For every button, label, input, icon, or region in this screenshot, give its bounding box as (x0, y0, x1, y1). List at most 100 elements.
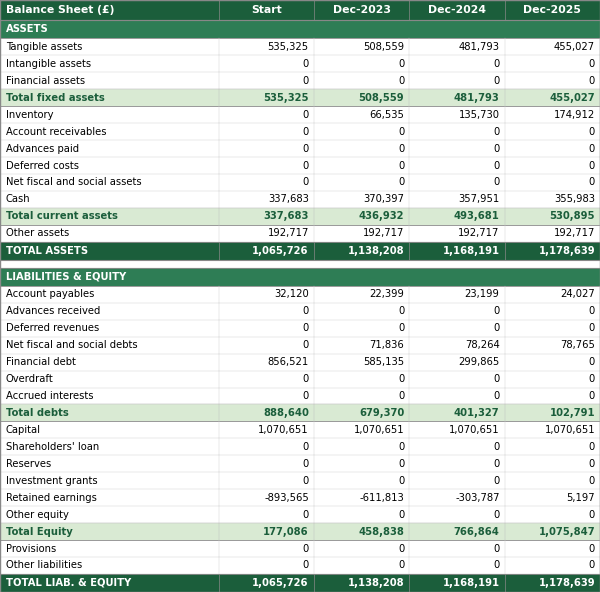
Bar (505, 38, 600, 56)
Text: 192,717: 192,717 (458, 229, 500, 239)
Bar (409, 371, 505, 388)
Text: 102,791: 102,791 (550, 408, 595, 418)
Text: 0: 0 (493, 510, 500, 520)
Bar (0, 557, 219, 574)
Text: 357,951: 357,951 (458, 194, 500, 204)
Bar (314, 404, 409, 422)
Text: Start: Start (251, 5, 282, 15)
Text: 0: 0 (589, 476, 595, 485)
Bar (314, 123, 409, 140)
Text: 0: 0 (302, 76, 309, 86)
Bar (219, 523, 314, 540)
Text: 0: 0 (493, 178, 500, 188)
Text: 192,717: 192,717 (554, 229, 595, 239)
Text: 493,681: 493,681 (454, 211, 500, 221)
Bar (505, 472, 600, 489)
Bar (0, 89, 219, 106)
Bar (505, 208, 600, 225)
Bar (409, 89, 505, 106)
Text: 455,027: 455,027 (554, 42, 595, 52)
Text: 0: 0 (398, 59, 404, 69)
Bar (0, 56, 219, 72)
Text: 508,559: 508,559 (359, 93, 404, 103)
Bar (0, 337, 219, 353)
Bar (505, 371, 600, 388)
Text: 1,070,651: 1,070,651 (544, 425, 595, 435)
Bar (409, 157, 505, 174)
Text: Inventory: Inventory (6, 110, 53, 120)
Bar (314, 388, 409, 404)
Bar (219, 337, 314, 353)
Bar (0, 260, 600, 268)
Text: 0: 0 (302, 476, 309, 485)
Text: Dec-2024: Dec-2024 (428, 5, 486, 15)
Bar (219, 371, 314, 388)
Text: 0: 0 (302, 178, 309, 188)
Text: 192,717: 192,717 (268, 229, 309, 239)
Bar (219, 353, 314, 371)
Bar (314, 523, 409, 540)
Bar (314, 303, 409, 320)
Bar (0, 242, 219, 260)
Text: 0: 0 (493, 59, 500, 69)
Text: 0: 0 (589, 178, 595, 188)
Text: Investment grants: Investment grants (6, 476, 98, 485)
Text: 0: 0 (493, 323, 500, 333)
Text: 0: 0 (398, 127, 404, 137)
Text: 0: 0 (589, 76, 595, 86)
Bar (0, 574, 219, 592)
Bar (409, 242, 505, 260)
Text: 1,070,651: 1,070,651 (353, 425, 404, 435)
Text: 0: 0 (589, 391, 595, 401)
Bar (0, 455, 219, 472)
Bar (314, 286, 409, 303)
Bar (0, 353, 219, 371)
Bar (219, 388, 314, 404)
Text: 0: 0 (398, 306, 404, 316)
Text: 299,865: 299,865 (458, 357, 500, 367)
Bar (505, 523, 600, 540)
Text: Dec-2023: Dec-2023 (332, 5, 391, 15)
Text: Reserves: Reserves (6, 459, 51, 469)
Bar (505, 89, 600, 106)
Bar (219, 557, 314, 574)
Text: 0: 0 (398, 76, 404, 86)
Bar (0, 123, 219, 140)
Bar (409, 337, 505, 353)
Bar (219, 320, 314, 337)
Text: 1,168,191: 1,168,191 (442, 246, 500, 256)
Text: 856,521: 856,521 (268, 357, 309, 367)
Bar (0, 225, 219, 242)
Text: 0: 0 (398, 144, 404, 153)
Text: 177,086: 177,086 (263, 526, 309, 536)
Bar (409, 303, 505, 320)
Text: 0: 0 (589, 144, 595, 153)
Text: 0: 0 (493, 476, 500, 485)
Bar (314, 422, 409, 438)
Text: 0: 0 (302, 391, 309, 401)
Bar (0, 0, 219, 20)
Text: 0: 0 (493, 144, 500, 153)
Text: 5,197: 5,197 (566, 493, 595, 503)
Bar (219, 540, 314, 557)
Bar (505, 557, 600, 574)
Bar (505, 455, 600, 472)
Text: 66,535: 66,535 (370, 110, 404, 120)
Text: 1,070,651: 1,070,651 (449, 425, 500, 435)
Text: Shareholders' loan: Shareholders' loan (6, 442, 99, 452)
Text: 0: 0 (493, 391, 500, 401)
Text: 508,559: 508,559 (363, 42, 404, 52)
Bar (314, 337, 409, 353)
Bar (0, 106, 219, 123)
Bar (505, 72, 600, 89)
Bar (409, 72, 505, 89)
Text: 337,683: 337,683 (268, 194, 309, 204)
Text: 0: 0 (398, 543, 404, 554)
Bar (219, 455, 314, 472)
Bar (314, 72, 409, 89)
Text: 0: 0 (493, 306, 500, 316)
Bar (409, 106, 505, 123)
Text: 530,895: 530,895 (550, 211, 595, 221)
Text: Total debts: Total debts (6, 408, 69, 418)
Bar (505, 404, 600, 422)
